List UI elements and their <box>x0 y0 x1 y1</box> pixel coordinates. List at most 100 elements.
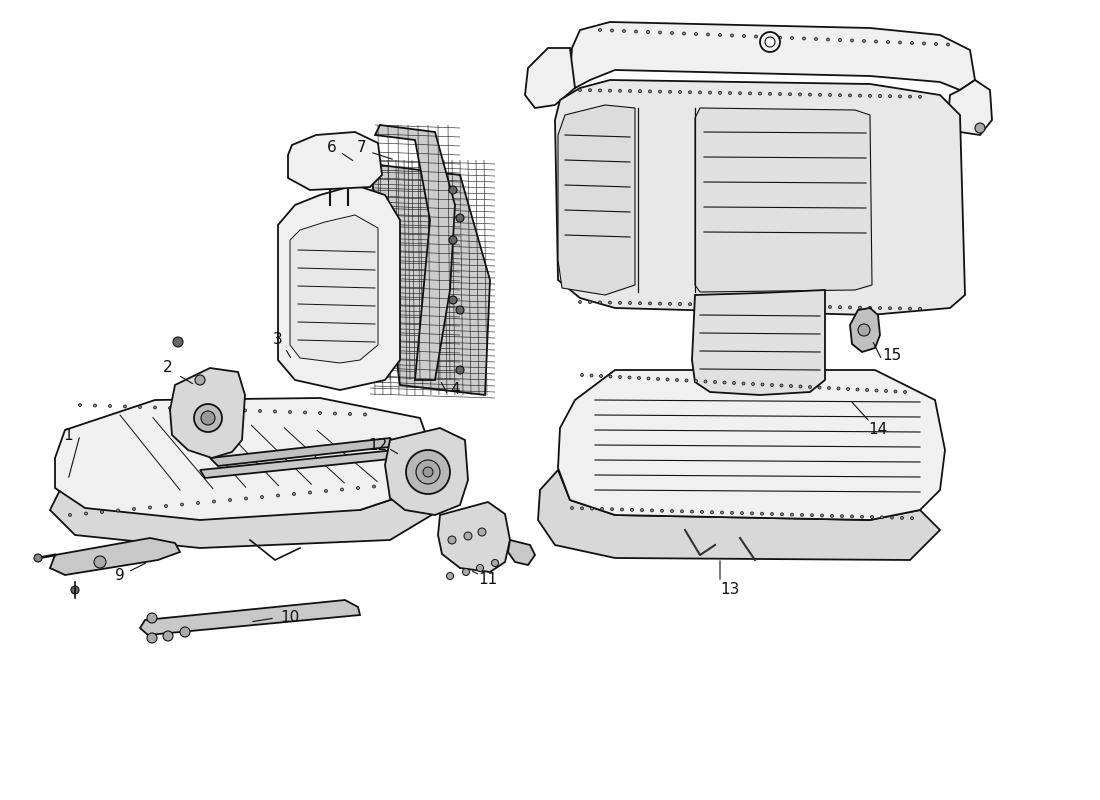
Text: 10: 10 <box>280 610 299 626</box>
Circle shape <box>163 631 173 641</box>
Polygon shape <box>288 132 382 190</box>
Circle shape <box>714 381 716 383</box>
Circle shape <box>341 488 343 491</box>
Circle shape <box>85 512 88 515</box>
Circle shape <box>147 613 157 623</box>
Circle shape <box>742 382 745 385</box>
Circle shape <box>738 304 741 306</box>
Circle shape <box>899 41 902 44</box>
Circle shape <box>588 89 592 92</box>
Text: 15: 15 <box>882 347 902 362</box>
Circle shape <box>733 382 736 385</box>
Circle shape <box>628 302 631 305</box>
Circle shape <box>581 507 583 510</box>
Circle shape <box>201 411 214 425</box>
Polygon shape <box>278 185 400 390</box>
Circle shape <box>899 307 902 310</box>
Circle shape <box>123 405 126 408</box>
Circle shape <box>848 94 851 97</box>
Circle shape <box>416 460 440 484</box>
Circle shape <box>647 30 649 34</box>
Circle shape <box>139 406 142 409</box>
Circle shape <box>276 494 279 497</box>
Text: 4: 4 <box>450 382 460 398</box>
Polygon shape <box>55 398 435 520</box>
Circle shape <box>610 29 614 32</box>
Circle shape <box>799 93 802 96</box>
Circle shape <box>598 301 602 304</box>
Circle shape <box>840 514 844 518</box>
Circle shape <box>449 296 456 304</box>
Circle shape <box>730 34 734 37</box>
Circle shape <box>308 491 311 494</box>
Circle shape <box>880 516 883 518</box>
Circle shape <box>767 35 770 38</box>
Circle shape <box>373 485 375 488</box>
Circle shape <box>184 407 187 410</box>
Circle shape <box>911 42 913 45</box>
Circle shape <box>791 513 793 516</box>
Circle shape <box>748 92 751 95</box>
Circle shape <box>449 186 456 194</box>
Circle shape <box>791 37 793 39</box>
Circle shape <box>887 41 890 43</box>
Text: 13: 13 <box>720 582 739 598</box>
Circle shape <box>476 565 484 571</box>
Circle shape <box>571 506 573 510</box>
Circle shape <box>728 91 732 94</box>
Circle shape <box>288 410 292 414</box>
Circle shape <box>838 38 842 42</box>
Circle shape <box>889 306 891 310</box>
Circle shape <box>258 410 262 413</box>
Circle shape <box>406 450 450 494</box>
Circle shape <box>363 413 366 416</box>
Circle shape <box>608 301 612 304</box>
Circle shape <box>838 94 842 97</box>
Text: 12: 12 <box>368 438 387 453</box>
Circle shape <box>456 306 464 314</box>
Circle shape <box>755 35 758 38</box>
Circle shape <box>869 306 871 310</box>
Circle shape <box>889 94 891 98</box>
Circle shape <box>691 510 693 513</box>
Circle shape <box>154 406 156 409</box>
Circle shape <box>274 410 276 413</box>
Circle shape <box>168 406 172 410</box>
Circle shape <box>669 302 671 306</box>
Circle shape <box>828 306 832 309</box>
Circle shape <box>760 512 763 515</box>
Circle shape <box>244 497 248 500</box>
Circle shape <box>708 303 712 306</box>
Circle shape <box>198 407 201 410</box>
Circle shape <box>180 627 190 637</box>
Circle shape <box>779 36 781 39</box>
Circle shape <box>659 90 661 93</box>
Circle shape <box>899 95 902 98</box>
Circle shape <box>623 30 626 33</box>
Polygon shape <box>375 125 455 380</box>
Circle shape <box>701 510 704 514</box>
Circle shape <box>349 413 352 415</box>
Circle shape <box>78 403 81 406</box>
Circle shape <box>884 390 888 393</box>
Circle shape <box>850 39 854 42</box>
Circle shape <box>173 337 183 347</box>
Circle shape <box>180 503 184 506</box>
Text: 11: 11 <box>478 573 497 587</box>
Circle shape <box>100 510 103 514</box>
Circle shape <box>659 302 661 305</box>
Circle shape <box>866 389 869 391</box>
Circle shape <box>581 374 583 377</box>
Circle shape <box>618 302 621 304</box>
Circle shape <box>638 90 641 93</box>
Polygon shape <box>570 22 975 90</box>
Polygon shape <box>210 438 398 466</box>
Circle shape <box>195 375 205 385</box>
Circle shape <box>935 42 937 46</box>
Circle shape <box>779 93 781 95</box>
Circle shape <box>814 38 817 41</box>
Circle shape <box>780 384 783 387</box>
Circle shape <box>759 304 761 307</box>
Circle shape <box>879 94 881 98</box>
Circle shape <box>608 89 612 92</box>
